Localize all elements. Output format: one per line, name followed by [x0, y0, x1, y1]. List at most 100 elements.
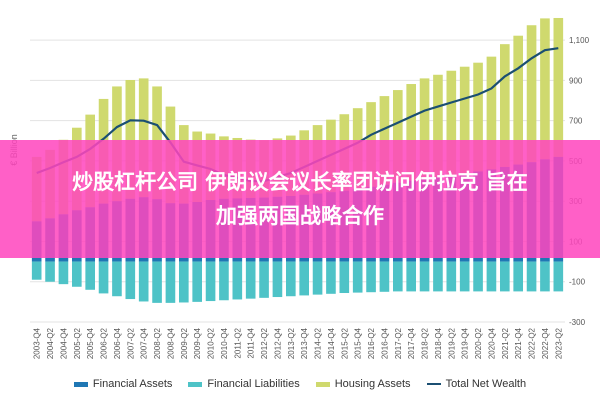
financial-liabilities-bar [446, 261, 457, 292]
y-tick-label: 1,100 [569, 36, 590, 45]
x-tick-label: 2005-Q4 [86, 327, 95, 359]
financial-liabilities-bar [379, 261, 390, 292]
financial-liabilities-bar [326, 261, 336, 294]
housing-assets-bar [433, 74, 443, 178]
housing-assets-bar [459, 66, 470, 174]
financial-liabilities-bar [98, 261, 109, 294]
x-tick-label: 2021-Q2 [501, 327, 510, 359]
financial-liabilities-bar [486, 261, 497, 292]
financial-liabilities-bar [540, 261, 550, 292]
y-tick-label: 700 [569, 117, 583, 126]
x-tick-label: 2007-Q2 [126, 327, 135, 359]
x-tick-label: 2011-Q2 [233, 327, 242, 358]
housing-assets-bar [540, 18, 550, 160]
legend-swatch-housing-assets [315, 381, 330, 387]
financial-liabilities-bar [513, 261, 524, 292]
y-tick-label: -300 [569, 318, 586, 327]
financial-liabilities-bar [205, 261, 216, 302]
financial-liabilities-bar [71, 261, 82, 287]
financial-liabilities-bar [232, 261, 243, 300]
financial-liabilities-bar [112, 261, 122, 297]
y-tick-label: 900 [569, 76, 583, 85]
x-tick-label: 2017-Q2 [394, 327, 403, 359]
financial-liabilities-bar [272, 261, 283, 298]
x-tick-label: 2011-Q4 [247, 327, 256, 358]
financial-liabilities-bar [45, 261, 55, 282]
x-tick-label: 2004-Q2 [46, 327, 55, 359]
x-tick-label: 2015-Q2 [340, 327, 349, 359]
financial-liabilities-bar [366, 261, 376, 293]
financial-liabilities-bar [553, 261, 564, 292]
x-tick-label: 2018-Q2 [421, 327, 430, 359]
x-tick-label: 2014-Q2 [314, 327, 323, 359]
financial-liabilities-bar [392, 261, 403, 292]
legend-swatch-total-net-wealth [426, 383, 441, 385]
x-tick-label: 2006-Q2 [100, 327, 109, 359]
x-tick-label: 2020-Q4 [487, 327, 496, 359]
x-tick-label: 2013-Q2 [287, 327, 296, 359]
x-tick-label: 2014-Q4 [327, 327, 336, 359]
legend-swatch-financial-liabilities [188, 381, 203, 387]
financial-liabilities-bar [85, 261, 96, 290]
x-tick-label: 2005-Q2 [73, 327, 82, 359]
financial-liabilities-bar [58, 261, 69, 285]
x-tick-label: 2007-Q4 [140, 327, 149, 359]
legend: Financial Assets Financial Liabilities H… [0, 372, 600, 396]
financial-liabilities-bar [299, 261, 310, 296]
housing-assets-bar [486, 56, 497, 170]
financial-liabilities-bar [459, 261, 470, 292]
overlay-banner[interactable]: 炒股杠杆公司 伊朗议会议长率团访问伊拉克 旨在 加强两国战略合作 [0, 140, 600, 258]
x-tick-label: 2023-Q2 [554, 327, 563, 359]
x-tick-label: 2009-Q4 [193, 327, 202, 359]
x-tick-label: 2008-Q2 [153, 327, 162, 359]
x-tick-label: 2018-Q4 [434, 327, 443, 359]
legend-label: Financial Assets [92, 378, 173, 390]
legend-label: Housing Assets [334, 378, 411, 390]
financial-liabilities-bar [219, 261, 229, 301]
financial-liabilities-bar [312, 261, 323, 295]
x-tick-label: 2019-Q4 [461, 327, 470, 359]
x-tick-label: 2003-Q4 [33, 327, 42, 359]
x-tick-label: 2019-Q2 [447, 327, 456, 359]
financial-liabilities-bar [125, 261, 136, 300]
legend-label: Total Net Wealth [445, 378, 527, 390]
legend-swatch-financial-assets [73, 381, 88, 387]
x-tick-label: 2013-Q4 [300, 327, 309, 359]
x-tick-label: 2021-Q4 [514, 327, 523, 359]
financial-liabilities-bar [526, 261, 537, 292]
housing-assets-bar [138, 78, 149, 198]
housing-assets-bar [526, 25, 537, 163]
x-tick-label: 2022-Q2 [528, 327, 537, 359]
financial-liabilities-bar [192, 261, 203, 302]
legend-label: Financial Liabilities [207, 378, 300, 390]
housing-assets-bar [125, 79, 136, 199]
financial-liabilities-bar [178, 261, 189, 303]
x-tick-label: 2008-Q4 [166, 327, 175, 359]
financial-liabilities-bar [31, 261, 42, 280]
x-tick-label: 2016-Q2 [367, 327, 376, 359]
banner-line-1: 炒股杠杆公司 伊朗议会议长率团访问伊拉克 旨在 [72, 170, 528, 194]
financial-liabilities-bar [406, 261, 417, 292]
financial-liabilities-bar [419, 261, 430, 292]
x-tick-label: 2009-Q2 [180, 327, 189, 359]
financial-liabilities-bar [499, 261, 510, 292]
financial-liabilities-bar [138, 261, 149, 302]
x-tick-label: 2017-Q4 [407, 327, 416, 359]
financial-liabilities-bar [352, 261, 363, 293]
housing-assets-bar [499, 44, 510, 167]
y-tick-label: -100 [569, 278, 586, 287]
x-tick-label: 2022-Q4 [541, 327, 550, 359]
financial-liabilities-bar [339, 261, 350, 294]
financial-liabilities-bar [259, 261, 269, 298]
x-tick-label: 2004-Q4 [59, 327, 68, 359]
housing-assets-bar [392, 90, 403, 183]
x-tick-label: 2010-Q2 [207, 327, 216, 359]
x-tick-label: 2015-Q4 [354, 327, 363, 359]
x-tick-labels: 2003-Q4 2004-Q2 2004-Q4 2005-Q2 2005-Q4 2006-… [33, 327, 564, 359]
x-tick-label: 2016-Q4 [380, 327, 389, 359]
x-tick-label: 2012-Q2 [260, 327, 269, 359]
financial-liabilities-bar [433, 261, 443, 292]
housing-assets-bar [513, 35, 524, 165]
legend-item-financial-liabilities: Financial Liabilities [188, 378, 300, 390]
financial-liabilities-bar [245, 261, 256, 299]
